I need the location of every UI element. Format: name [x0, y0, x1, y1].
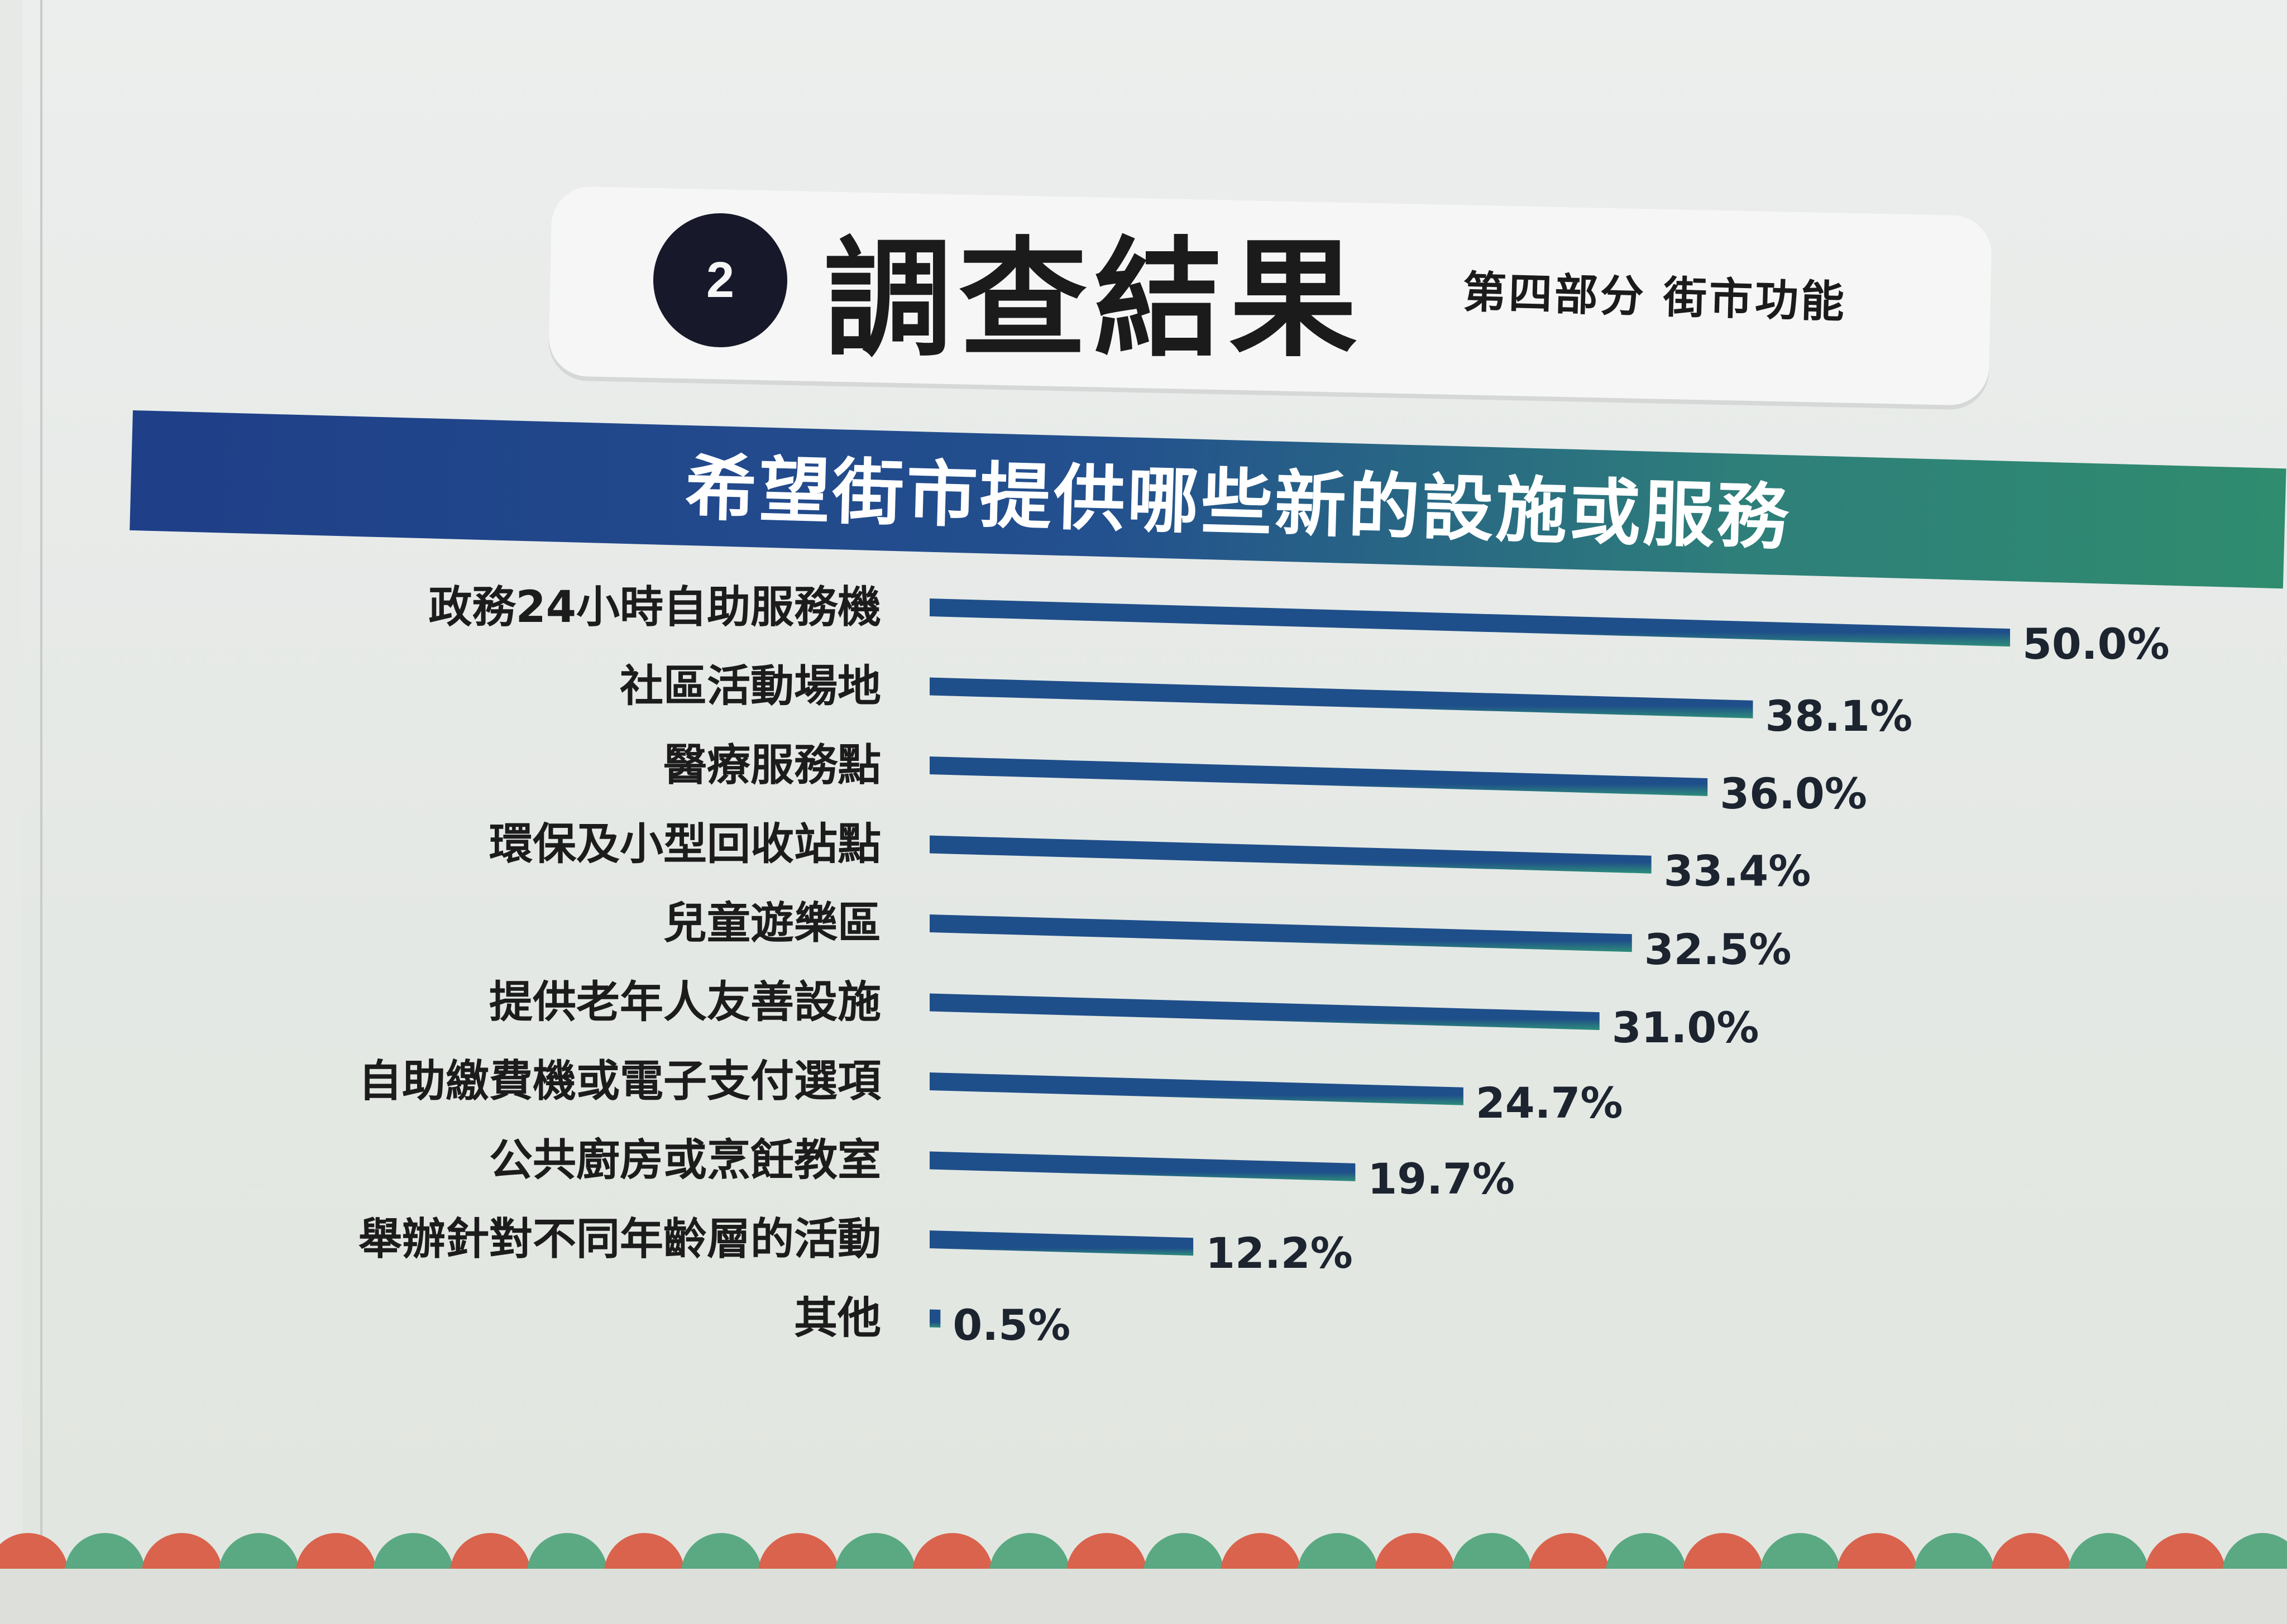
scallop-dot [1991, 1533, 2071, 1574]
bar [930, 993, 1600, 1031]
bar [930, 1151, 1356, 1181]
scallop-dot [1375, 1533, 1455, 1574]
bar [930, 1072, 1463, 1105]
scallop-dot [1914, 1533, 1994, 1574]
value-label: 32.5% [1644, 924, 1792, 974]
bar [930, 1309, 941, 1328]
category-label: 提供老年人友善設施 [489, 978, 881, 1028]
scallop-dot [0, 1533, 68, 1574]
scallop-dot [219, 1533, 299, 1574]
decorative-scallop-border [0, 1533, 2287, 1574]
section-number-badge: 2 [653, 213, 787, 347]
bar [930, 914, 1632, 952]
value-label: 0.5% [953, 1300, 1070, 1350]
scallop-dot [1683, 1533, 1763, 1574]
bar [930, 677, 1753, 718]
bar [930, 1230, 1194, 1256]
scallop-dot [604, 1533, 685, 1574]
value-label: 36.0% [1720, 769, 1867, 818]
scallop-dot [2145, 1533, 2226, 1574]
scallop-dot [758, 1533, 839, 1574]
scallop-dot [989, 1533, 1070, 1574]
scallop-dot [296, 1533, 376, 1574]
bar [930, 756, 1708, 797]
scallop-dot [912, 1533, 993, 1574]
value-label: 24.7% [1476, 1078, 1623, 1128]
scallop-dot [1760, 1533, 1840, 1574]
value-label: 19.7% [1367, 1154, 1515, 1204]
page-bottom-strip [0, 1569, 2287, 1624]
scallop-dot [1298, 1533, 1378, 1574]
value-label: 50.0% [2022, 619, 2170, 669]
page-margin-line [40, 0, 42, 1624]
scallop-dot [835, 1533, 916, 1574]
category-label: 社區活動場地 [620, 662, 881, 712]
scallop-dot [2068, 1533, 2149, 1574]
scallop-dot [373, 1533, 453, 1574]
scallop-dot [65, 1533, 145, 1574]
scallop-dot [681, 1533, 762, 1574]
category-label: 政務24小時自助服務機 [428, 582, 881, 633]
bar [930, 598, 2010, 647]
category-label: 自助繳費機或電子支付選項 [358, 1056, 882, 1106]
bar [930, 835, 1652, 874]
value-label: 31.0% [1612, 1003, 1759, 1052]
scallop-dot [1144, 1533, 1224, 1574]
value-label: 33.4% [1664, 846, 1811, 896]
value-label: 12.2% [1205, 1228, 1353, 1278]
scallop-dot [1221, 1533, 1301, 1574]
scallop-dot [1452, 1533, 1532, 1574]
scallop-dot [2222, 1533, 2287, 1574]
page-title: 調查結果 [824, 226, 1365, 375]
horizontal-bar-chart: 政務24小時自助服務機 50.0% 社區活動場地 38.1% 醫療服務點 36.0% 環保及… [358, 582, 2170, 1350]
category-label: 醫療服務點 [663, 740, 881, 791]
value-label: 38.1% [1765, 691, 1912, 741]
scallop-dot [527, 1533, 607, 1574]
scallop-dot [450, 1533, 530, 1574]
category-label: 舉辦針對不同年齡層的活動 [358, 1214, 881, 1264]
scallop-dot [1529, 1533, 1609, 1574]
category-label: 其他 [794, 1294, 881, 1344]
scallop-dot [142, 1533, 222, 1574]
category-label: 兒童遊樂區 [663, 898, 881, 948]
category-label: 公共廚房或烹飪教室 [489, 1136, 881, 1186]
category-label: 環保及小型回收站點 [489, 820, 881, 870]
scallop-dot [1066, 1533, 1147, 1574]
scallop-dot [1606, 1533, 1686, 1574]
scallop-dot [1837, 1533, 1917, 1574]
